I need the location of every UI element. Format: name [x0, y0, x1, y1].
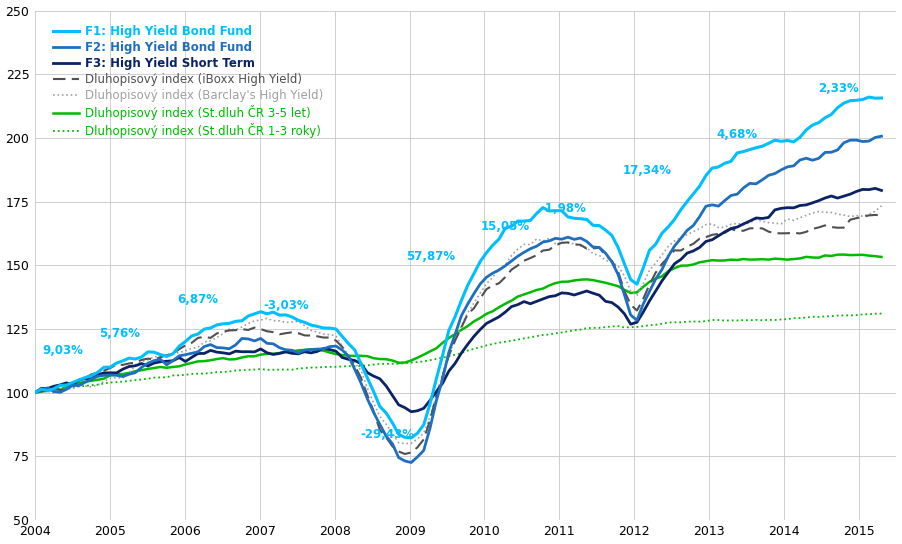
Text: 2,33%: 2,33%: [818, 82, 859, 95]
Text: 15,05%: 15,05%: [481, 220, 529, 233]
Text: -29,43%: -29,43%: [361, 428, 415, 441]
Text: 9,03%: 9,03%: [42, 344, 83, 357]
Text: 6,87%: 6,87%: [178, 293, 218, 306]
Text: 5,76%: 5,76%: [98, 326, 140, 339]
Legend: F1: High Yield Bond Fund, F2: High Yield Bond Fund, F3: High Yield Short Term, D: F1: High Yield Bond Fund, F2: High Yield…: [50, 22, 327, 141]
Text: 57,87%: 57,87%: [406, 250, 455, 263]
Text: -3,03%: -3,03%: [263, 299, 309, 312]
Text: 17,34%: 17,34%: [623, 164, 672, 177]
Text: 4,68%: 4,68%: [717, 128, 758, 141]
Text: -1,98%: -1,98%: [540, 202, 586, 215]
